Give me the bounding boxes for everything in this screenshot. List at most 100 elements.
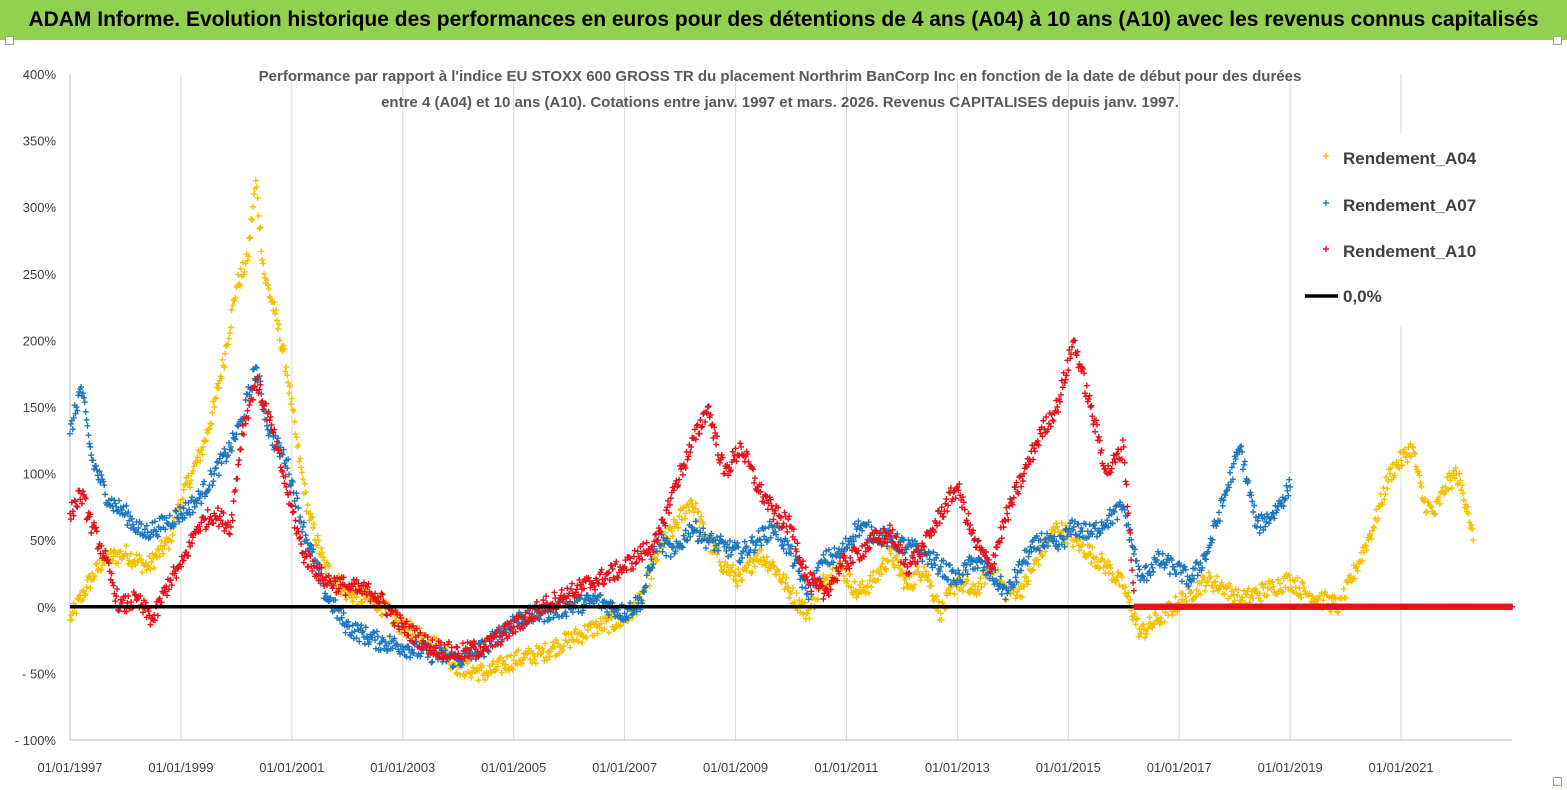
data-point-interp [1182,566,1189,573]
data-point-interp [774,520,781,527]
data-point-interp [1003,597,1010,604]
data-point-interp [1194,572,1201,579]
data-point-interp [465,653,472,660]
data-point-interp [1223,488,1230,495]
data-point-interp [1408,453,1415,460]
data-point-interp [470,664,477,671]
data-point-interp [762,525,769,532]
data-point-interp [598,566,605,573]
data-point-interp [1381,496,1388,503]
data-point-interp [297,534,304,541]
data-point-interp [1168,557,1175,564]
data-point-interp [646,567,653,574]
data-point-interp [740,548,747,555]
data-point-interp [263,422,270,429]
data-point-interp [1301,584,1308,591]
data-point-interp [995,586,1002,593]
data-point-interp [183,549,190,556]
data-point-interp [673,477,680,484]
data-point-interp [598,620,605,627]
data-point-interp [509,666,516,673]
data-point-interp [1219,502,1226,509]
data-point-interp [880,555,887,562]
data-point-interp [604,616,611,623]
data-point-interp [1318,589,1325,596]
data-point-interp [865,590,872,597]
data-point-interp [394,641,401,648]
data-point-interp [922,568,929,575]
data-point-interp [223,524,230,531]
data-point-interp [1203,556,1210,563]
data-point-interp [1038,551,1045,558]
data-point-interp [209,409,216,416]
data-point-interp [669,544,676,551]
data-point [299,523,306,530]
data-point-interp [226,330,233,337]
data-point-interp [68,617,75,624]
data-point-interp [909,537,916,544]
data-point-interp [750,466,757,473]
data-point-interp [250,384,257,391]
data-point-interp [295,442,302,449]
data-point-interp [627,555,634,562]
data-point-interp [1012,574,1019,581]
data-point-interp [546,653,553,660]
y-tick-label: 0% [37,600,56,615]
data-point-interp [497,654,504,661]
data-point-interp [193,459,200,466]
data-point-interp [920,542,927,549]
data-point-interp [216,513,223,520]
data-point-interp [1373,506,1380,513]
data-point-interp [702,531,709,538]
data-point-interp [1128,536,1135,543]
data-point-interp [289,478,296,485]
data-point-interp [946,489,953,496]
data-point-interp [1354,567,1361,574]
data-point-interp [1234,592,1241,599]
data-point-interp [701,536,708,543]
data-point-interp [1460,497,1467,504]
data-point-interp [105,560,112,567]
data-point-interp [649,564,656,571]
resize-handle-top-left[interactable] [5,36,14,45]
data-point-interp [1239,594,1246,601]
data-point-interp [113,593,120,600]
data-point-interp [210,478,217,485]
data-point-interp [925,572,932,579]
data-point-interp [705,403,712,410]
data-point-interp [246,235,253,242]
data-point-interp [1185,583,1192,590]
data-point-interp [819,583,826,590]
data-point-interp [140,609,147,616]
data-point-interp [733,578,740,585]
data-point-interp [205,486,212,493]
data-point-interp [365,580,372,587]
data-point-interp [225,452,232,459]
data-point-interp [373,628,380,635]
data-point [1320,597,1327,604]
data-point-interp [314,532,321,539]
data-point-interp [682,527,689,534]
data-point-interp [1074,348,1081,355]
data-point [1120,443,1127,450]
chart-subtitle: entre 4 (A04) et 10 ans (A10). Cotations… [381,94,1179,111]
data-point-interp [92,463,99,470]
data-point-interp [437,639,444,646]
data-point-interp [1035,442,1042,449]
data-point [244,257,251,264]
data-point-interp [878,571,885,578]
data-point-interp [555,598,562,605]
resize-handle-bottom-right[interactable] [1553,777,1562,786]
data-point-interp [829,566,836,573]
data-point-interp [1250,595,1257,602]
data-point-interp [898,568,905,575]
resize-handle-top-right[interactable] [1553,36,1562,45]
data-point-interp [867,572,874,579]
data-point-interp [176,518,183,525]
data-point-interp [297,514,304,521]
data-point [227,443,234,450]
data-point-interp [587,584,594,591]
legend-marker [1323,246,1329,252]
data-point-interp [1457,477,1464,484]
data-point-interp [675,482,682,489]
